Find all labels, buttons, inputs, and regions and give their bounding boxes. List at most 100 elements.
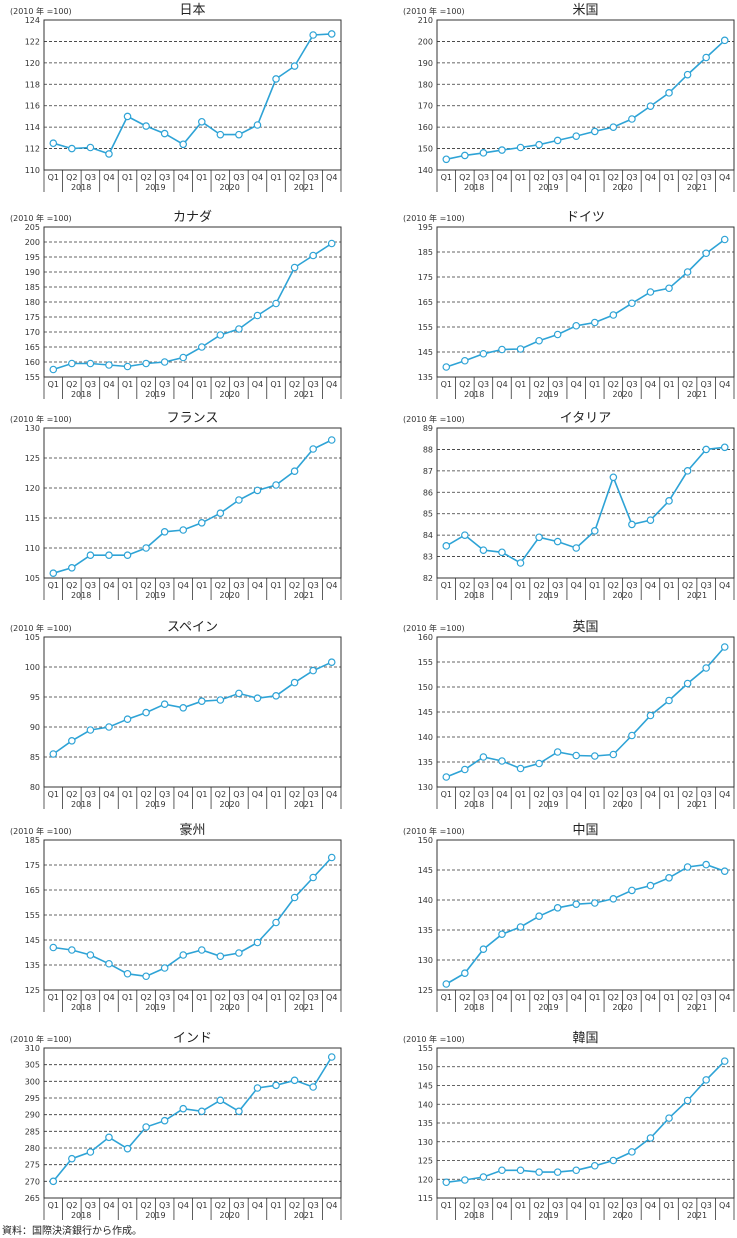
year-label: 2018 bbox=[464, 390, 484, 399]
y-tick-label: 165 bbox=[25, 343, 40, 352]
y-tick-label: 180 bbox=[418, 80, 433, 89]
data-point bbox=[86, 143, 95, 152]
data-point bbox=[179, 353, 188, 362]
x-tick-label: Q3 bbox=[85, 1201, 96, 1210]
data-point bbox=[479, 945, 488, 954]
data-point bbox=[683, 1096, 692, 1105]
data-point bbox=[646, 711, 655, 720]
year-label: 2020 bbox=[612, 183, 632, 192]
y-tick-label: 135 bbox=[418, 1119, 433, 1128]
y-tick-label: 124 bbox=[25, 16, 40, 25]
y-tick-label: 185 bbox=[25, 836, 40, 845]
x-tick-label: Q2 bbox=[459, 790, 470, 799]
data-point bbox=[179, 951, 188, 959]
y-tick-label: 140 bbox=[418, 166, 433, 175]
data-point bbox=[702, 1076, 710, 1084]
x-tick-label: Q4 bbox=[645, 581, 656, 590]
data-point bbox=[327, 1053, 336, 1061]
x-tick-label: Q2 bbox=[533, 993, 544, 1002]
data-point bbox=[290, 263, 299, 272]
y-tick-label: 95 bbox=[30, 693, 40, 702]
chart-title: ドイツ bbox=[566, 210, 605, 225]
y-tick-label: 122 bbox=[25, 37, 40, 46]
data-point bbox=[49, 365, 58, 374]
data-point bbox=[516, 143, 525, 152]
data-point bbox=[179, 1104, 188, 1113]
y-tick-label: 155 bbox=[25, 911, 40, 920]
data-point bbox=[160, 129, 169, 138]
x-tick-label: Q3 bbox=[626, 173, 637, 182]
chart-panel: 英国 (2010 年 =100) 130 135 140 145 150 155 160 Q1 Q2… bbox=[403, 620, 735, 809]
data-point bbox=[498, 757, 506, 765]
year-label: 2020 bbox=[612, 390, 632, 399]
unit-label: (2010 年 =100) bbox=[10, 213, 72, 223]
x-tick-label: Q4 bbox=[719, 581, 730, 590]
unit-label: (2010 年 =100) bbox=[403, 1034, 465, 1044]
x-tick-label: Q2 bbox=[66, 173, 77, 182]
y-tick-label: 115 bbox=[418, 1194, 433, 1203]
series-line bbox=[446, 238, 726, 368]
plot-frame bbox=[43, 636, 342, 788]
x-tick-label: Q3 bbox=[700, 581, 711, 590]
x-tick-label: Q1 bbox=[48, 581, 59, 590]
x-tick-label: Q1 bbox=[48, 790, 59, 799]
x-tick-label: Q1 bbox=[270, 173, 281, 182]
year-label: 2020 bbox=[219, 183, 239, 192]
x-tick-label: Q4 bbox=[103, 790, 114, 799]
x-tick-label: Q2 bbox=[608, 1201, 619, 1210]
year-label: 2021 bbox=[294, 183, 314, 192]
y-tick-label: 105 bbox=[25, 633, 40, 642]
x-tick-label: Q1 bbox=[589, 581, 600, 590]
data-point bbox=[123, 715, 132, 724]
chart-panel: 韓国 (2010 年 =100) 115 120 125 130 135 140 145 150 1… bbox=[403, 1031, 735, 1220]
data-point bbox=[105, 361, 113, 369]
year-label: 2021 bbox=[687, 591, 707, 600]
data-point bbox=[720, 36, 729, 45]
data-point bbox=[516, 764, 525, 773]
x-tick-label: Q3 bbox=[159, 581, 170, 590]
data-point bbox=[479, 149, 488, 157]
series-line bbox=[52, 1056, 333, 1182]
data-point bbox=[516, 1166, 525, 1175]
year-label: 2019 bbox=[538, 1211, 558, 1220]
data-point bbox=[572, 132, 581, 140]
x-tick-label: Q4 bbox=[326, 790, 337, 799]
year-label: 2021 bbox=[294, 1003, 314, 1012]
x-tick-label: Q3 bbox=[159, 790, 170, 799]
y-tick-label: 265 bbox=[25, 1194, 40, 1203]
data-point bbox=[197, 343, 206, 351]
year-label: 2021 bbox=[294, 390, 314, 399]
year-label: 2019 bbox=[538, 1003, 558, 1012]
data-point bbox=[572, 321, 581, 330]
year-label: 2021 bbox=[294, 1211, 314, 1220]
data-point bbox=[105, 1133, 113, 1142]
unit-label: (2010 年 =100) bbox=[403, 213, 465, 223]
data-point bbox=[442, 155, 451, 164]
x-tick-label: Q4 bbox=[326, 380, 337, 389]
data-point bbox=[327, 30, 336, 38]
data-point bbox=[609, 123, 618, 131]
y-tick-label: 200 bbox=[418, 37, 433, 46]
y-tick-label: 160 bbox=[418, 633, 433, 642]
x-tick-label: Q4 bbox=[719, 993, 730, 1002]
data-point bbox=[553, 537, 562, 546]
data-point bbox=[572, 544, 581, 552]
y-tick-label: 165 bbox=[25, 886, 40, 895]
chart-panel: イタリア (2010 年 =100) 82 83 84 85 86 87 88 89 Q1 Q2 Q3 Q… bbox=[403, 411, 735, 600]
data-point bbox=[479, 1173, 488, 1181]
data-point bbox=[535, 336, 543, 345]
chart-panel: ドイツ (2010 年 =100) 135 145 155 165 175 185 195 Q1 Q… bbox=[403, 210, 735, 399]
x-tick-label: Q4 bbox=[252, 790, 263, 799]
x-tick-label: Q1 bbox=[270, 1201, 281, 1210]
y-tick-label: 150 bbox=[418, 145, 433, 154]
year-label: 2018 bbox=[71, 800, 91, 809]
chart-panel: 豪州 (2010 年 =100) 125 135 145 155 165 175 185 Q1 Q2… bbox=[10, 822, 342, 1012]
x-tick-label: Q4 bbox=[719, 1201, 730, 1210]
data-point bbox=[235, 949, 243, 957]
x-tick-label: Q4 bbox=[252, 173, 263, 182]
data-point bbox=[272, 918, 280, 927]
x-tick-label: Q2 bbox=[215, 1201, 226, 1210]
y-tick-label: 185 bbox=[418, 248, 433, 257]
x-tick-label: Q1 bbox=[196, 173, 207, 182]
y-tick-label: 135 bbox=[418, 926, 433, 935]
